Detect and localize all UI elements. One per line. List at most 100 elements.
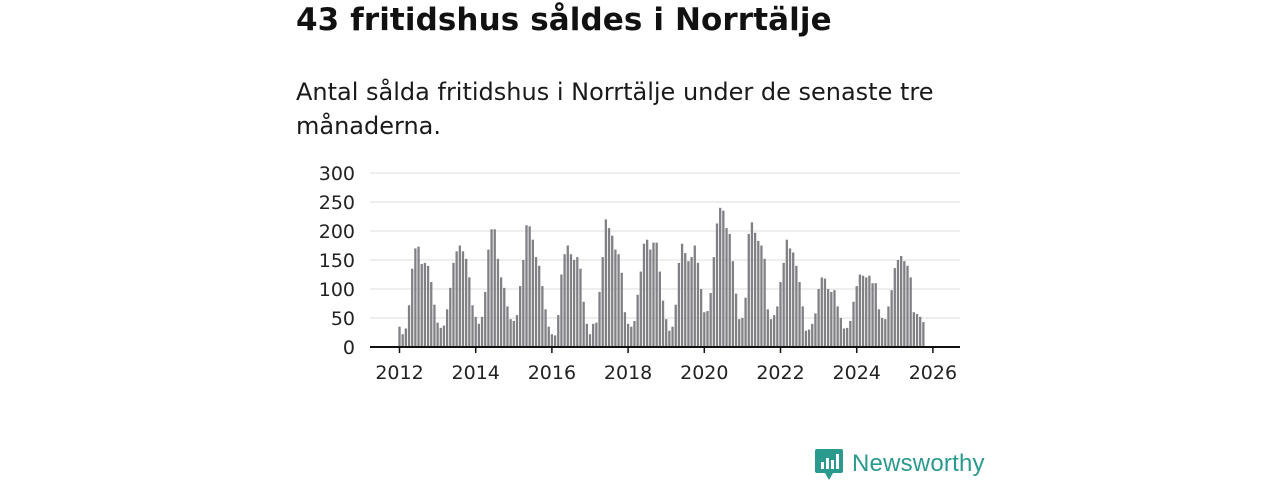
bar — [455, 251, 458, 347]
bar — [474, 316, 477, 347]
bar — [572, 260, 576, 347]
bar — [598, 291, 601, 347]
bar — [503, 287, 506, 347]
bar — [579, 268, 582, 347]
bar — [445, 309, 449, 347]
bar — [823, 278, 827, 347]
y-tick-label: 100 — [319, 279, 355, 301]
bar — [506, 306, 509, 347]
bar — [557, 315, 560, 347]
x-tick-label: 2024 — [833, 362, 881, 384]
bar — [582, 301, 585, 347]
bar — [757, 240, 760, 347]
bar — [868, 275, 871, 347]
bar — [738, 319, 741, 347]
bar — [811, 323, 814, 347]
bar — [636, 294, 639, 347]
bar — [922, 322, 925, 347]
bar — [852, 301, 855, 347]
bar — [604, 219, 608, 347]
bar — [595, 322, 598, 347]
bar — [874, 283, 877, 347]
bar — [696, 262, 700, 347]
bar — [896, 260, 900, 347]
bar — [665, 319, 668, 347]
bar — [849, 320, 852, 347]
bar — [566, 245, 569, 347]
bar — [544, 309, 547, 347]
bar — [760, 245, 763, 347]
bar — [649, 249, 652, 347]
bar — [766, 309, 769, 347]
bar — [909, 277, 912, 347]
bar — [614, 249, 617, 347]
bar — [900, 255, 903, 347]
bar — [401, 334, 404, 347]
bar — [858, 274, 862, 347]
brand-logo: Newsworthy — [814, 446, 985, 482]
bar — [471, 305, 474, 347]
bar — [776, 306, 779, 347]
bar — [423, 262, 427, 347]
bar — [642, 243, 646, 347]
axes — [370, 346, 960, 353]
bar — [709, 293, 712, 347]
bar — [407, 305, 411, 347]
bar — [404, 328, 407, 347]
bar — [655, 242, 658, 347]
bar — [487, 249, 490, 347]
bar — [750, 222, 754, 347]
bar — [693, 245, 696, 347]
bar — [747, 233, 750, 347]
bar — [547, 326, 550, 347]
bar — [741, 318, 744, 347]
bar — [807, 329, 811, 347]
bar — [569, 254, 573, 347]
bar — [550, 334, 554, 347]
bar — [792, 252, 795, 347]
bar — [553, 335, 557, 347]
bar — [846, 327, 849, 347]
bar — [484, 291, 487, 347]
bar — [779, 282, 782, 347]
bar — [839, 318, 842, 347]
bar — [525, 225, 528, 347]
bar — [919, 316, 922, 347]
bar — [782, 262, 785, 347]
bar — [744, 297, 747, 347]
bar — [576, 257, 579, 347]
bar — [725, 228, 728, 347]
x-tick-label: 2026 — [909, 362, 957, 384]
bar — [661, 300, 665, 347]
bar — [719, 207, 722, 347]
bar — [633, 320, 636, 347]
bar — [880, 318, 884, 347]
bar — [785, 239, 788, 347]
bar — [703, 312, 706, 347]
bar — [465, 258, 468, 347]
bar — [861, 275, 865, 347]
x-tick-label: 2014 — [452, 362, 500, 384]
bar — [915, 313, 919, 347]
x-tick-label: 2018 — [604, 362, 652, 384]
bar — [677, 262, 681, 347]
bar — [538, 265, 541, 347]
bar — [893, 268, 896, 347]
bar — [433, 304, 436, 347]
bar — [452, 262, 455, 347]
bar — [722, 210, 725, 347]
bar — [534, 257, 538, 347]
bar — [541, 286, 544, 347]
bar — [512, 320, 515, 347]
bar — [877, 309, 881, 347]
y-tick-label: 300 — [319, 163, 355, 185]
bar — [830, 291, 833, 347]
bar — [788, 248, 792, 347]
bar — [890, 290, 893, 347]
y-tick-label: 0 — [343, 337, 355, 359]
bar — [493, 229, 496, 347]
bar — [626, 323, 630, 347]
bar — [652, 242, 655, 347]
bar — [712, 257, 715, 347]
bar — [699, 289, 703, 347]
